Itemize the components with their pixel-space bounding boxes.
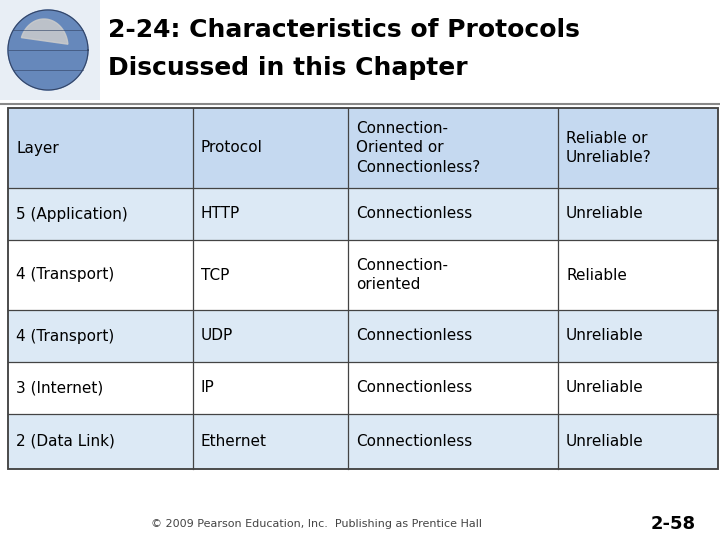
Text: TCP: TCP (201, 267, 230, 282)
Text: IP: IP (201, 381, 215, 395)
Text: UDP: UDP (201, 328, 233, 343)
Text: 3 (Internet): 3 (Internet) (16, 381, 103, 395)
Text: 4 (Transport): 4 (Transport) (16, 267, 114, 282)
Text: Protocol: Protocol (201, 140, 263, 156)
Text: Discussed in this Chapter: Discussed in this Chapter (108, 56, 467, 80)
Text: 5 (Application): 5 (Application) (16, 206, 127, 221)
Text: Unreliable: Unreliable (566, 434, 644, 449)
Bar (8, 362, 718, 414)
Text: Unreliable: Unreliable (566, 381, 644, 395)
Text: Reliable: Reliable (566, 267, 627, 282)
Text: 4 (Transport): 4 (Transport) (16, 328, 114, 343)
Text: Connection-
oriented: Connection- oriented (356, 258, 448, 292)
Text: Connectionless: Connectionless (356, 206, 472, 221)
Text: Unreliable: Unreliable (566, 206, 644, 221)
Bar (8, 188, 718, 240)
Text: Ethernet: Ethernet (201, 434, 267, 449)
Text: 2-58: 2-58 (651, 515, 696, 533)
Polygon shape (22, 19, 68, 44)
Polygon shape (8, 10, 88, 90)
Text: Connection-
Oriented or
Connectionless?: Connection- Oriented or Connectionless? (356, 121, 480, 176)
Bar (8, 108, 718, 188)
Text: Unreliable: Unreliable (566, 328, 644, 343)
Text: Connectionless: Connectionless (356, 434, 472, 449)
Bar (8, 240, 718, 310)
Text: Connectionless: Connectionless (356, 328, 472, 343)
Bar (8, 310, 718, 362)
Bar (0, 0, 720, 100)
Bar (8, 414, 718, 469)
Text: 2 (Data Link): 2 (Data Link) (16, 434, 115, 449)
Text: HTTP: HTTP (201, 206, 240, 221)
Bar (8, 108, 718, 469)
Text: Reliable or
Unreliable?: Reliable or Unreliable? (566, 131, 652, 165)
Text: 2-24: Characteristics of Protocols: 2-24: Characteristics of Protocols (108, 18, 580, 42)
Text: © 2009 Pearson Education, Inc.  Publishing as Prentice Hall: © 2009 Pearson Education, Inc. Publishin… (151, 519, 482, 529)
Text: Layer: Layer (16, 140, 59, 156)
Bar (0, 0, 100, 100)
Text: Connectionless: Connectionless (356, 381, 472, 395)
